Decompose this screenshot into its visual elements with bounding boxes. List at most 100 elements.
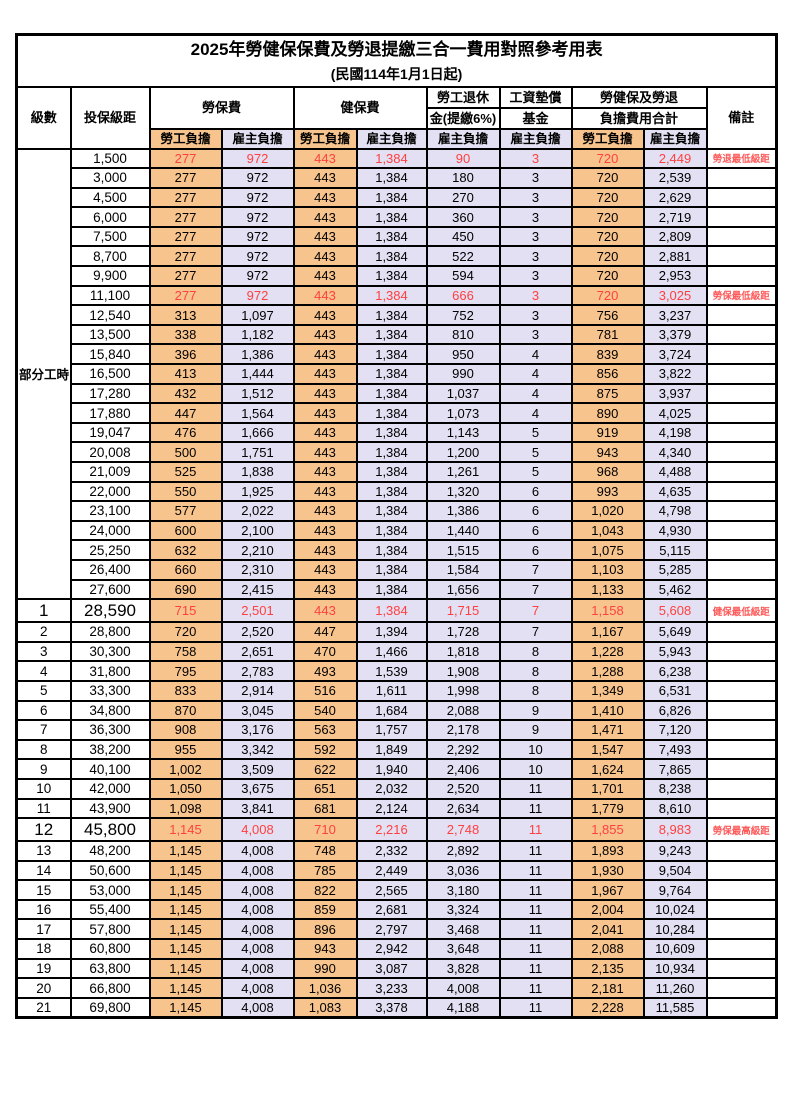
health-fee-employer-cell: 1,684 — [355, 699, 428, 722]
wage-fund-employer-cell: 4 — [498, 363, 573, 385]
health-fee-employee-cell: 447 — [292, 621, 358, 643]
labor-fee-employee-cell: 632 — [148, 539, 223, 561]
header-sub-row: 勞工負擔 雇主負擔 勞工負擔 雇主負擔 雇主負擔 雇主負擔 勞工負擔 雇主負擔 — [17, 127, 777, 150]
table-row: 5 33,300 833 2,914 516 1,611 1,998 8 1,349 6,531 — [15, 679, 778, 702]
table-row: 9 40,100 1,002 3,509 622 1,940 2,406 10 1,624 7,8… — [15, 758, 778, 780]
labor-fee-employee-cell: 1,050 — [148, 777, 223, 800]
total-employee-cell: 1,930 — [570, 859, 645, 882]
level-cell: 3 — [15, 640, 72, 663]
total-employee-cell: 720 — [570, 225, 645, 248]
total-employer-cell: 3,724 — [642, 343, 708, 366]
health-fee-employer-cell: 1,384 — [355, 147, 428, 170]
header-total-line1: 勞健保及勞退 — [570, 85, 708, 109]
insured-bracket-cell: 36,300 — [69, 719, 151, 741]
table-row: 6 34,800 870 3,045 540 1,684 2,088 9 1,410 6,826 — [15, 699, 778, 722]
insured-bracket-cell: 34,800 — [69, 699, 151, 722]
health-fee-employee-cell: 443 — [292, 598, 358, 624]
labor-fee-employer-cell: 2,100 — [220, 519, 295, 542]
health-fee-employee-cell: 443 — [292, 578, 358, 601]
remark-cell — [705, 621, 778, 643]
insured-bracket-cell: 38,200 — [69, 738, 151, 761]
health-fee-employer-cell: 1,611 — [355, 679, 428, 702]
pension-employer-cell: 594 — [425, 265, 501, 287]
wage-fund-employer-cell: 11 — [498, 938, 573, 960]
remark-cell — [705, 777, 778, 800]
pension-employer-cell: 1,908 — [425, 660, 501, 682]
insured-bracket-cell: 31,800 — [69, 660, 151, 682]
pension-employer-cell: 522 — [425, 245, 501, 268]
remark-cell — [705, 421, 778, 444]
labor-fee-employee-cell: 833 — [148, 679, 223, 702]
labor-fee-employer-cell: 4,008 — [220, 879, 295, 901]
table-row: 17,880 447 1,564 443 1,384 1,073 4 890 4,025 — [17, 402, 778, 424]
labor-fee-employer-cell: 3,675 — [220, 777, 295, 800]
total-employer-cell: 4,930 — [642, 519, 708, 542]
remark-cell — [705, 859, 778, 882]
pension-employer-cell: 2,406 — [425, 758, 501, 780]
table-row: 19,047 476 1,666 443 1,384 1,143 5 919 4,198 — [17, 421, 778, 444]
wage-fund-employer-cell: 3 — [498, 304, 573, 326]
pension-employer-cell: 360 — [425, 206, 501, 228]
pension-employer-cell: 810 — [425, 323, 501, 346]
labor-fee-employer-cell: 1,666 — [220, 421, 295, 444]
insured-bracket-cell: 20,008 — [69, 441, 151, 463]
pension-employer-cell: 1,715 — [425, 598, 501, 624]
total-employee-cell: 1,471 — [570, 719, 645, 741]
insured-bracket-cell: 1,500 — [69, 147, 151, 170]
health-fee-employer-cell: 3,087 — [355, 957, 428, 980]
level-cell: 14 — [15, 859, 72, 882]
total-employee-cell: 756 — [570, 304, 645, 326]
labor-fee-employer-cell: 972 — [220, 147, 295, 170]
labor-fee-employee-cell: 1,145 — [148, 898, 223, 921]
total-employer-cell: 5,649 — [642, 621, 708, 643]
health-fee-employer-cell: 1,384 — [355, 382, 428, 405]
health-fee-employee-cell: 1,036 — [292, 977, 358, 999]
remark-cell — [705, 265, 778, 287]
total-employee-cell: 1,228 — [570, 640, 645, 663]
total-employee-cell: 1,410 — [570, 699, 645, 722]
remark-cell — [705, 719, 778, 741]
labor-fee-employer-cell: 3,342 — [220, 738, 295, 761]
table-row: 9,900 277 972 443 1,384 594 3 720 2,953 — [17, 265, 778, 287]
total-employer-cell: 4,798 — [642, 500, 708, 522]
total-employee-cell: 2,135 — [570, 957, 645, 980]
labor-fee-employer-cell: 4,008 — [220, 840, 295, 862]
health-fee-employer-cell: 1,384 — [355, 480, 428, 503]
wage-fund-employer-cell: 5 — [498, 421, 573, 444]
table-row: 18 60,800 1,145 4,008 943 2,942 3,648 11 2,088 10… — [15, 938, 778, 960]
table-row: 3 30,300 758 2,651 470 1,466 1,818 8 1,228 5,943 — [15, 640, 778, 663]
labor-fee-employer-cell: 2,210 — [220, 539, 295, 561]
total-employee-cell: 856 — [570, 363, 645, 385]
pension-employer-cell: 666 — [425, 284, 501, 307]
wage-fund-employer-cell: 7 — [498, 598, 573, 624]
health-fee-employee-cell: 990 — [292, 957, 358, 980]
pension-employer-cell: 1,037 — [425, 382, 501, 405]
table-row: 3,000 277 972 443 1,384 180 3 720 2,539 — [17, 167, 778, 189]
subheader-health-employer: 雇主負擔 — [355, 127, 428, 150]
health-fee-employer-cell: 1,384 — [355, 558, 428, 581]
health-fee-employer-cell: 1,384 — [355, 206, 428, 228]
wage-fund-employer-cell: 4 — [498, 402, 573, 424]
health-fee-employee-cell: 470 — [292, 640, 358, 663]
pension-employer-cell: 1,200 — [425, 441, 501, 463]
labor-fee-employee-cell: 758 — [148, 640, 223, 663]
health-fee-employer-cell: 1,384 — [355, 402, 428, 424]
total-employer-cell: 8,983 — [642, 817, 708, 843]
remark-cell — [705, 363, 778, 385]
labor-fee-employer-cell: 4,008 — [220, 898, 295, 921]
health-fee-employee-cell: 443 — [292, 147, 358, 170]
health-fee-employee-cell: 785 — [292, 859, 358, 882]
health-fee-employee-cell: 822 — [292, 879, 358, 901]
health-fee-employee-cell: 443 — [292, 265, 358, 287]
labor-fee-employee-cell: 396 — [148, 343, 223, 366]
header-total-line2: 負擔費用合計 — [570, 106, 708, 130]
health-fee-employer-cell: 1,384 — [355, 441, 428, 463]
labor-fee-employer-cell: 4,008 — [220, 977, 295, 999]
labor-fee-employer-cell: 2,651 — [220, 640, 295, 663]
health-fee-employee-cell: 443 — [292, 363, 358, 385]
table-row: 27,600 690 2,415 443 1,384 1,656 7 1,133 5,462 — [17, 578, 778, 601]
wage-fund-employer-cell: 3 — [498, 284, 573, 307]
total-employee-cell: 720 — [570, 147, 645, 170]
remark-cell — [705, 679, 778, 702]
remark-cell — [705, 957, 778, 980]
